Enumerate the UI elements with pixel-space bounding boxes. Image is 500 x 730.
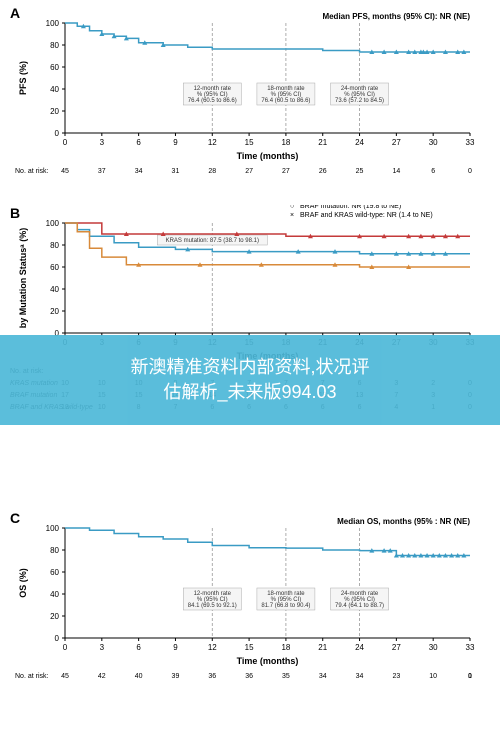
svg-text:0: 0 bbox=[468, 673, 472, 680]
svg-text:OS (%): OS (%) bbox=[18, 568, 28, 598]
svg-text:0: 0 bbox=[468, 168, 472, 175]
svg-text:3: 3 bbox=[100, 643, 105, 652]
svg-text:33: 33 bbox=[466, 138, 475, 147]
svg-text:15: 15 bbox=[245, 138, 254, 147]
svg-text:45: 45 bbox=[61, 673, 69, 680]
svg-text:40: 40 bbox=[50, 285, 59, 294]
svg-text:Median OS, months (95% : NR (N: Median OS, months (95% : NR (NE) bbox=[337, 517, 470, 526]
svg-text:27: 27 bbox=[282, 168, 290, 175]
overlay-line1: 新澳精准资料内部资料,状况评 bbox=[131, 355, 370, 380]
svg-text:40: 40 bbox=[50, 590, 59, 599]
overlay-line2: 估解析_未来版994.03 bbox=[163, 380, 336, 405]
svg-text:25: 25 bbox=[356, 168, 364, 175]
overlay-banner: 新澳精准资料内部资料,状况评 估解析_未来版994.03 bbox=[0, 335, 500, 425]
svg-text:Median PFS, months (95% CI): N: Median PFS, months (95% CI): NR (NE) bbox=[322, 12, 470, 21]
svg-text:KRAS mutation: 87.5 (38.7 to 9: KRAS mutation: 87.5 (38.7 to 98.1) bbox=[166, 238, 259, 244]
svg-text:37: 37 bbox=[98, 168, 106, 175]
svg-text:6: 6 bbox=[431, 168, 435, 175]
svg-text:80: 80 bbox=[50, 241, 59, 250]
svg-text:PFS (%): PFS (%) bbox=[18, 61, 28, 95]
svg-text:80: 80 bbox=[50, 546, 59, 555]
svg-text:by Mutation Statusᵃ (%): by Mutation Statusᵃ (%) bbox=[18, 228, 28, 328]
svg-text:12: 12 bbox=[208, 138, 217, 147]
svg-text:0: 0 bbox=[63, 138, 68, 147]
svg-text:18: 18 bbox=[281, 643, 290, 652]
panel-c-chart: 02040608010003691215182124273033Time (mo… bbox=[0, 510, 500, 730]
svg-text:15: 15 bbox=[245, 643, 254, 652]
svg-text:80: 80 bbox=[50, 41, 59, 50]
svg-text:No. at risk:: No. at risk: bbox=[15, 168, 49, 175]
svg-text:27: 27 bbox=[392, 138, 401, 147]
svg-text:76.4 (60.5 to 86.6): 76.4 (60.5 to 86.6) bbox=[188, 98, 237, 104]
svg-text:×: × bbox=[290, 212, 294, 219]
svg-text:31: 31 bbox=[172, 168, 180, 175]
svg-text:21: 21 bbox=[318, 138, 327, 147]
svg-text:35: 35 bbox=[282, 673, 290, 680]
svg-text:Time (months): Time (months) bbox=[237, 151, 299, 161]
svg-text:9: 9 bbox=[173, 138, 178, 147]
svg-text:No. at risk:: No. at risk: bbox=[15, 673, 49, 680]
svg-text:20: 20 bbox=[50, 107, 59, 116]
svg-text:14: 14 bbox=[392, 168, 400, 175]
panel-a-chart: 02040608010003691215182124273033Time (mo… bbox=[0, 5, 500, 205]
svg-text:79.4 (64.1 to 88.7): 79.4 (64.1 to 88.7) bbox=[335, 603, 384, 609]
svg-text:21: 21 bbox=[318, 643, 327, 652]
svg-text:60: 60 bbox=[50, 568, 59, 577]
svg-text:0: 0 bbox=[55, 634, 60, 643]
panel-a: A 02040608010003691215182124273033Time (… bbox=[0, 5, 500, 205]
svg-text:45: 45 bbox=[61, 168, 69, 175]
svg-text:27: 27 bbox=[392, 643, 401, 652]
svg-text:12: 12 bbox=[208, 643, 217, 652]
svg-text:39: 39 bbox=[172, 673, 180, 680]
svg-text:76.4 (60.5 to 86.6): 76.4 (60.5 to 86.6) bbox=[261, 98, 310, 104]
svg-text:33: 33 bbox=[466, 643, 475, 652]
svg-text:○: ○ bbox=[290, 205, 294, 210]
svg-text:24: 24 bbox=[355, 643, 364, 652]
svg-text:34: 34 bbox=[319, 673, 327, 680]
svg-text:24: 24 bbox=[355, 138, 364, 147]
svg-text:9: 9 bbox=[173, 643, 178, 652]
svg-text:84.1 (69.5 to 92.1): 84.1 (69.5 to 92.1) bbox=[188, 603, 237, 609]
svg-text:28: 28 bbox=[208, 168, 216, 175]
svg-text:36: 36 bbox=[245, 673, 253, 680]
svg-text:18: 18 bbox=[281, 138, 290, 147]
svg-text:40: 40 bbox=[135, 673, 143, 680]
svg-text:Time (months): Time (months) bbox=[237, 656, 299, 666]
svg-text:0: 0 bbox=[63, 643, 68, 652]
svg-text:20: 20 bbox=[50, 307, 59, 316]
svg-text:73.6 (57.2 to 84.5): 73.6 (57.2 to 84.5) bbox=[335, 98, 384, 104]
svg-text:20: 20 bbox=[50, 612, 59, 621]
svg-text:30: 30 bbox=[429, 643, 438, 652]
svg-text:100: 100 bbox=[46, 19, 60, 28]
svg-text:10: 10 bbox=[429, 673, 437, 680]
svg-text:81.7 (66.8 to 90.4): 81.7 (66.8 to 90.4) bbox=[261, 603, 310, 609]
svg-text:23: 23 bbox=[392, 673, 400, 680]
svg-text:100: 100 bbox=[46, 524, 60, 533]
svg-text:60: 60 bbox=[50, 63, 59, 72]
svg-text:34: 34 bbox=[356, 673, 364, 680]
svg-text:40: 40 bbox=[50, 85, 59, 94]
svg-text:BRAF mutation: NR (19.8 to NE): BRAF mutation: NR (19.8 to NE) bbox=[300, 205, 401, 210]
svg-text:34: 34 bbox=[135, 168, 143, 175]
svg-text:36: 36 bbox=[208, 673, 216, 680]
svg-text:30: 30 bbox=[429, 138, 438, 147]
svg-text:27: 27 bbox=[245, 168, 253, 175]
svg-text:6: 6 bbox=[136, 643, 141, 652]
svg-text:0: 0 bbox=[55, 129, 60, 138]
panel-c: C 02040608010003691215182124273033Time (… bbox=[0, 510, 500, 730]
svg-text:60: 60 bbox=[50, 263, 59, 272]
svg-text:6: 6 bbox=[136, 138, 141, 147]
svg-text:3: 3 bbox=[100, 138, 105, 147]
svg-text:26: 26 bbox=[319, 168, 327, 175]
svg-text:42: 42 bbox=[98, 673, 106, 680]
svg-text:BRAF and KRAS wild-type: NR (1: BRAF and KRAS wild-type: NR (1.4 to NE) bbox=[300, 212, 433, 219]
svg-text:100: 100 bbox=[46, 219, 60, 228]
